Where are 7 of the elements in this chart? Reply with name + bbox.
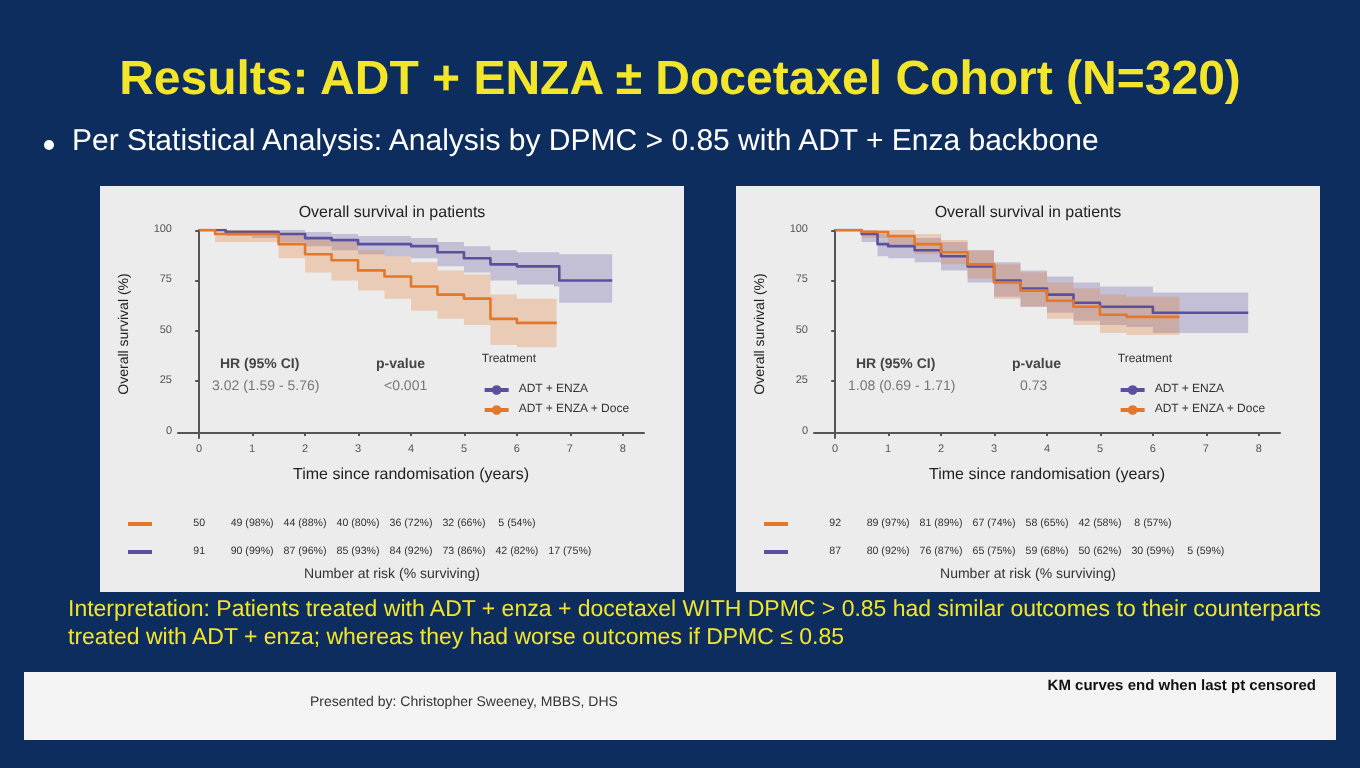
x-axis-title: Time since randomisation (years) bbox=[293, 464, 530, 483]
text: Results: ADT + ENZA ± Docetaxel Cohort (N=320) bbox=[117, 52, 1243, 108]
x-axis-title: Time since randomisation (years) bbox=[929, 464, 1166, 483]
chart-title: Overall survival in patients bbox=[298, 203, 486, 221]
text: Interpretation: Patients treated with ADT + enza + docetaxel WITH DPMC > 0.85 had similar outcomes to their counterparts treated with ADT + enza; whereas they had worse outcomes if DPMC ≤ 0.85 bbox=[68, 596, 1324, 652]
text: Per Statistical Analysis: Analysis by DPMC > 0.85 with ADT + Enza backbone bbox=[72, 124, 1099, 158]
chart-title: Overall survival in patients bbox=[934, 203, 1122, 221]
